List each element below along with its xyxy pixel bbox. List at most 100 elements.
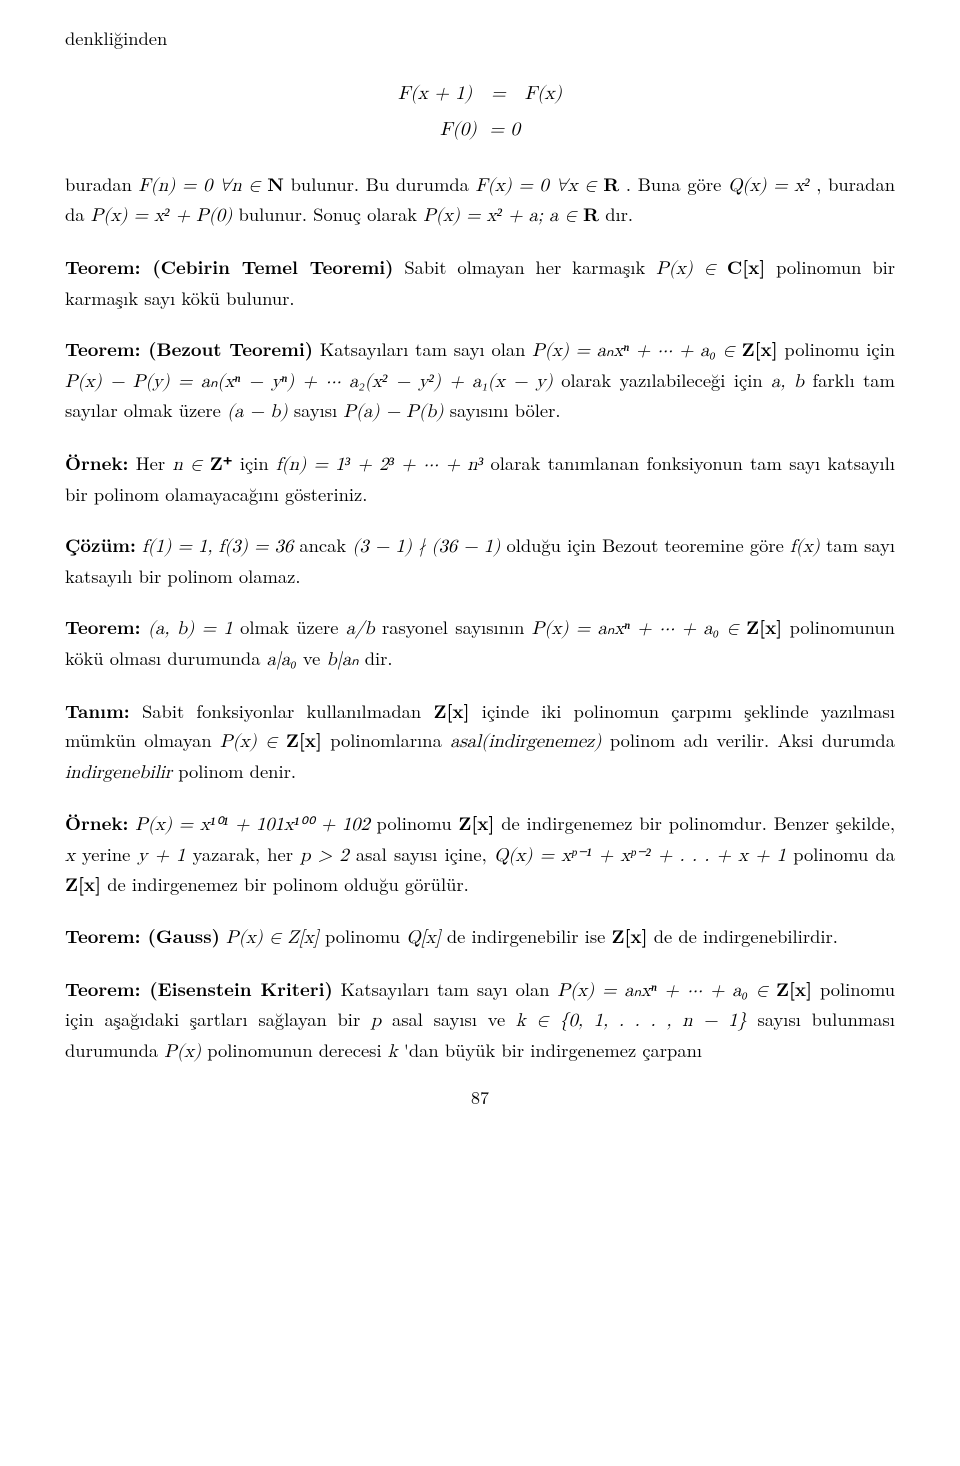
math: p <box>371 1011 381 1030</box>
math: k ∈ {0, 1, . . . , n − 1} <box>516 1011 747 1030</box>
math: f(x) <box>790 537 820 556</box>
math: (a − b) <box>227 402 288 421</box>
math: (3 − 1) ∤ (36 − 1) <box>352 537 500 556</box>
text: Sabit olmayan her karmaşık <box>404 254 656 280</box>
math: y + 1 <box>138 846 186 865</box>
math: P(x) = aₙxⁿ + ··· + a₀ ∈ <box>532 619 746 638</box>
math: a|a₀ <box>267 650 297 669</box>
math: P(x) ∈ <box>220 732 286 751</box>
text: yerine <box>82 841 138 867</box>
text: için <box>240 450 276 476</box>
math: F(n) = 0 ∀n ∈ <box>139 176 268 195</box>
text: sayısını böler. <box>450 397 561 423</box>
theorem: Teorem: (Cebirin Temel Teoremi) Sabit ol… <box>65 253 895 313</box>
math: P(x) = x¹⁰¹ + 101x¹⁰⁰ + 102 <box>135 815 369 834</box>
text: polinomu da <box>793 841 895 867</box>
example-heading: Örnek: <box>65 450 128 476</box>
text: olmak üzere <box>240 614 346 640</box>
text: Katsayıları tam sayı olan <box>341 976 558 1002</box>
math-set: Z⁺ <box>210 450 233 476</box>
text: polinom denir. <box>178 758 296 784</box>
math: Q(x) = x² <box>728 176 810 195</box>
math-set: Z[x] <box>65 871 101 897</box>
math-set: Z[x] <box>433 698 469 724</box>
text: olarak yazılabileceği için <box>561 367 771 393</box>
math-set: R <box>583 201 599 227</box>
math: P(x) = x² + P(0) <box>91 206 233 225</box>
page-number: 87 <box>65 1084 895 1113</box>
math: f(n) = 1³ + 2³ + ··· + n³ <box>276 455 483 474</box>
text: ve <box>303 645 327 671</box>
math: P(x) = aₙxⁿ + ··· + a₀ ∈ <box>557 981 776 1000</box>
math: F(x) = 0 ∀x ∈ <box>476 176 604 195</box>
math: f(1) = 1, f(3) = 36 <box>142 537 293 556</box>
term-italic: asal(indirgenemez) <box>450 732 601 751</box>
lead-word: denkliğinden <box>65 24 895 54</box>
text: polinom adı verilir. Aksi durumda <box>610 727 895 753</box>
theorem-heading: Teorem: (Bezout Teoremi) <box>65 336 313 362</box>
theorem-heading: Teorem: <box>65 614 141 640</box>
text: bulunur. Sonuç olarak <box>239 201 424 227</box>
equation-line: F(0) = 0 <box>65 112 895 148</box>
math: P(x) ∈ Z[x] <box>226 928 319 947</box>
math: (a, b) = 1 <box>148 619 233 638</box>
text: rasyonel sayısının <box>382 614 532 640</box>
math-set: Z[x] <box>458 810 494 836</box>
text: de indirgenemez bir polinomdur. Benzer ş… <box>501 810 895 836</box>
math-set: Z[x] <box>746 614 782 640</box>
text: bulunur. Bu durumda <box>291 171 476 197</box>
text: de indirgenebilir ise <box>447 923 612 949</box>
example: Örnek: Her n ∈ Z⁺ için f(n) = 1³ + 2³ + … <box>65 449 895 509</box>
math-set: R <box>603 171 619 197</box>
math: x <box>65 846 75 865</box>
math: P(x) <box>164 1042 201 1061</box>
theorem: Teorem: (Bezout Teoremi) Katsayıları tam… <box>65 335 895 427</box>
text: . Buna göre <box>626 171 728 197</box>
text: de indirgenemez bir polinom olduğu görül… <box>107 871 469 897</box>
text: polinomu <box>377 810 459 836</box>
math: a/b <box>346 619 375 638</box>
math: P(a) − P(b) <box>343 402 443 421</box>
definition-heading: Tanım: <box>65 698 130 724</box>
definition: Tanım: Sabit fonksiyonlar kullanılmadan … <box>65 697 895 788</box>
text: asal sayısı ve <box>392 1006 516 1032</box>
example-heading: Örnek: <box>65 810 128 836</box>
text: dir. <box>365 645 393 671</box>
math-set: Z[x] <box>611 923 647 949</box>
text: polinomu <box>325 923 406 949</box>
math: b|aₙ <box>327 650 359 669</box>
math: n ∈ <box>172 455 209 474</box>
solution: Çözüm: f(1) = 1, f(3) = 36 ancak (3 − 1)… <box>65 531 895 591</box>
text: polinomu için <box>784 336 895 362</box>
equation-line: F(x + 1) = F(x) <box>65 76 895 112</box>
text: buradan <box>65 171 139 197</box>
math-set: Z[x] <box>742 336 778 362</box>
theorem: Teorem: (a, b) = 1 olmak üzere a/b rasyo… <box>65 613 895 674</box>
text: ancak <box>299 532 352 558</box>
solution-heading: Çözüm: <box>65 532 136 558</box>
theorem-heading: Teorem: (Gauss) <box>65 923 220 949</box>
math: P(x) ∈ <box>656 259 727 278</box>
math-set: Z[x] <box>286 727 322 753</box>
math: P(x) − P(y) = aₙ(xⁿ − yⁿ) + ··· a₂(x² − … <box>65 372 553 391</box>
math: Q(x) = xᵖ⁻¹ + xᵖ⁻² + . . . + x + 1 <box>494 846 786 865</box>
math-set: Z[x] <box>776 976 812 1002</box>
theorem-heading: Teorem: (Cebirin Temel Teoremi) <box>65 254 393 280</box>
text: sayısı <box>294 397 344 423</box>
text: polinomlarına <box>330 727 450 753</box>
theorem: Teorem: (Eisenstein Kriteri) Katsayıları… <box>65 975 895 1067</box>
text: dır. <box>605 201 633 227</box>
theorem: Teorem: (Gauss) P(x) ∈ Z[x] polinomu Q[x… <box>65 922 895 953</box>
math: Q[x] <box>406 928 440 947</box>
example: Örnek: P(x) = x¹⁰¹ + 101x¹⁰⁰ + 102 polin… <box>65 809 895 900</box>
math: p > 2 <box>300 846 348 865</box>
math: a, b <box>771 372 804 391</box>
paragraph: buradan F(n) = 0 ∀n ∈ N bulunur. Bu duru… <box>65 170 895 231</box>
text: polinomunun derecesi <box>207 1037 388 1063</box>
text: yazarak, her <box>193 841 301 867</box>
page: denkliğinden F(x + 1) = F(x) F(0) = 0 bu… <box>0 0 960 1466</box>
text: 'dan büyük bir indirgenemez çarpanı <box>404 1037 702 1063</box>
text: de de indirgenebilirdir. <box>654 923 838 949</box>
equation-block-1: F(x + 1) = F(x) F(0) = 0 <box>65 76 895 148</box>
math: k <box>388 1042 398 1061</box>
